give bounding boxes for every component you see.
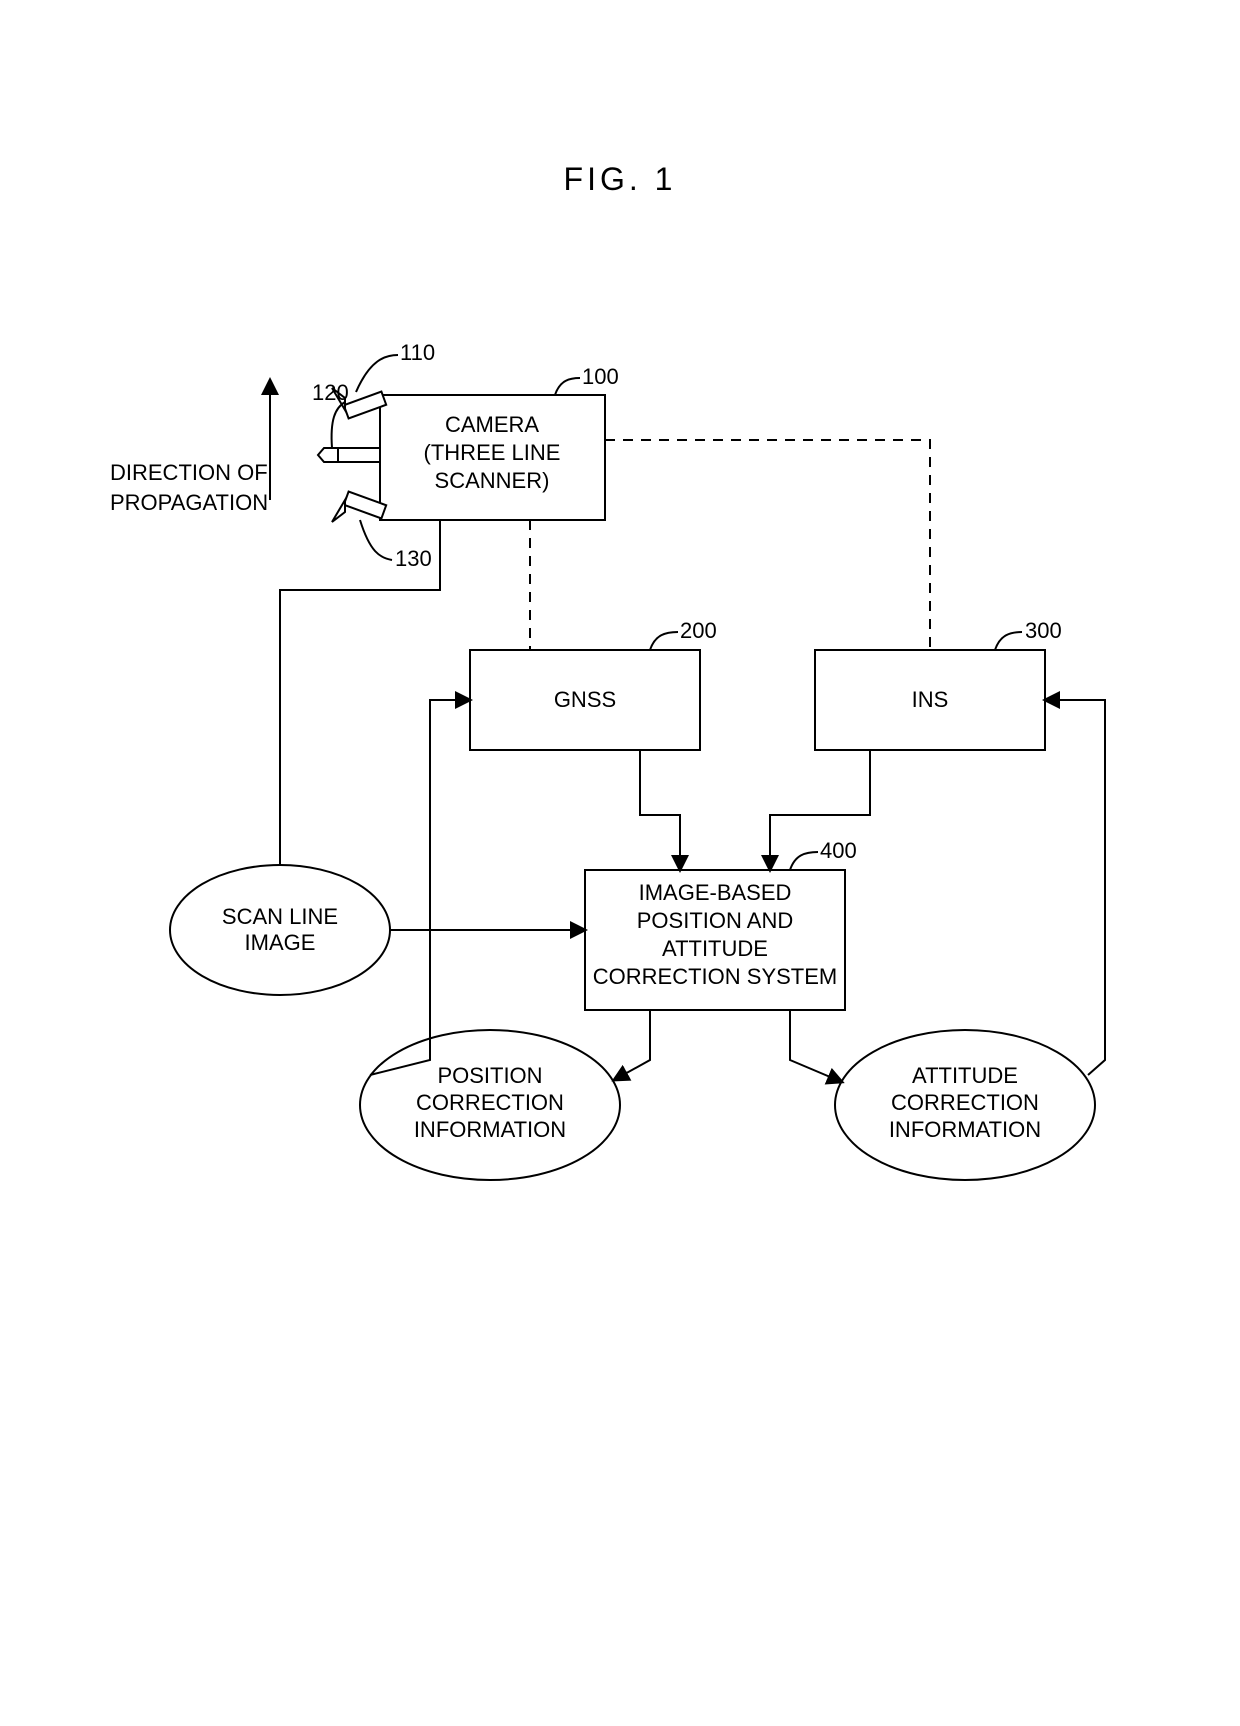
camera-label-2: (THREE LINE [424,440,561,465]
gnss-label: GNSS [554,687,616,712]
pos-label-1: POSITION [437,1063,542,1088]
scanner-130 [332,492,386,522]
direction-label-1: DIRECTION OF [110,460,268,485]
camera-label-1: CAMERA [445,412,539,437]
att-label-3: INFORMATION [889,1117,1041,1142]
camera-to-scan-image [280,520,440,865]
corr-label-2: POSITION AND [637,908,793,933]
pos-label-3: INFORMATION [414,1117,566,1142]
attitude-correction-block: ATTITUDE CORRECTION INFORMATION [835,1030,1095,1180]
corr-label-4: CORRECTION SYSTEM [593,964,837,989]
corr-label-3: ATTITUDE [662,936,768,961]
camera-block: CAMERA (THREE LINE SCANNER) [380,395,605,520]
correction-to-position [614,1010,650,1080]
direction-label-2: PROPAGATION [110,490,268,515]
attitude-to-ins [1045,700,1105,1075]
position-to-gnss [370,700,470,1075]
ref-110: 110 [400,340,435,365]
att-label-1: ATTITUDE [912,1063,1018,1088]
ref-110-leader [356,355,398,392]
position-correction-block: POSITION CORRECTION INFORMATION [360,1030,620,1180]
ref-100-leader [555,378,580,395]
ref-300-leader [995,632,1022,650]
ins-block: INS [815,650,1045,750]
camera-label-3: SCANNER) [435,468,550,493]
correction-to-attitude [790,1010,842,1082]
corr-label-1: IMAGE-BASED [639,880,792,905]
ref-100: 100 [582,364,619,389]
ins-label: INS [912,687,949,712]
ref-120-leader [332,402,345,448]
ref-120: 120 [312,380,349,405]
figure-title: FIG. 1 [564,161,677,197]
scan-label-2: IMAGE [245,930,316,955]
ref-130: 130 [395,546,432,571]
ref-400: 400 [820,838,857,863]
correction-system-block: IMAGE-BASED POSITION AND ATTITUDE CORREC… [585,870,845,1010]
scan-label-1: SCAN LINE [222,904,338,929]
att-label-2: CORRECTION [891,1090,1039,1115]
ref-300: 300 [1025,618,1062,643]
diagram-canvas: FIG. 1 DIRECTION OF PROPAGATION CAMERA (… [0,0,1240,1726]
ref-200-leader [650,632,678,650]
camera-to-ins-dashed [605,440,930,650]
scan-line-image-block: SCAN LINE IMAGE [170,865,390,995]
ref-130-leader [360,520,392,560]
gnss-to-correction [640,750,680,870]
scanner-120 [318,448,380,462]
gnss-block: GNSS [470,650,700,750]
pos-label-2: CORRECTION [416,1090,564,1115]
ref-400-leader [790,852,818,870]
ref-200: 200 [680,618,717,643]
